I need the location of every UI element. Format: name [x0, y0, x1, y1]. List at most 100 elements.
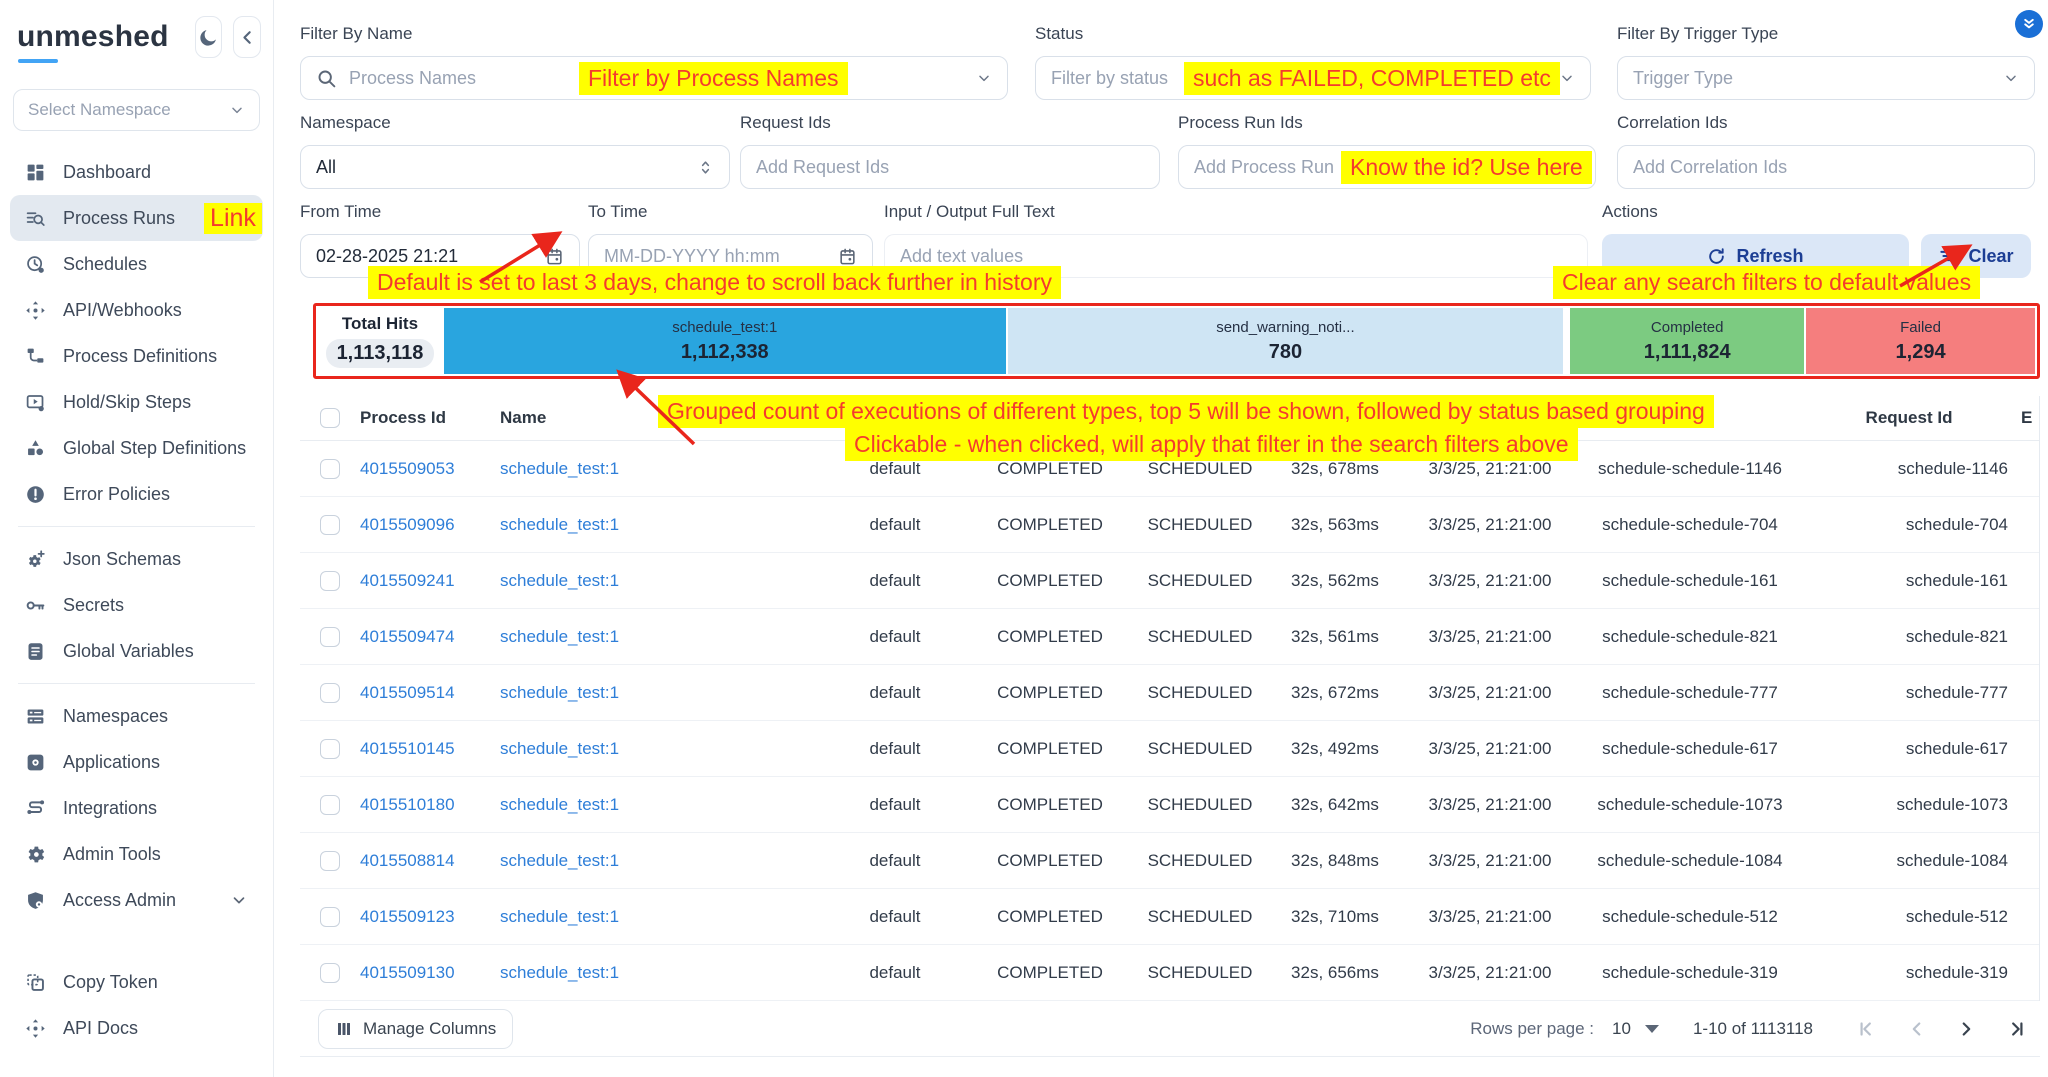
cell-trigger-type: SCHEDULED: [1147, 906, 1253, 926]
last-page-button[interactable]: [2004, 1018, 2026, 1040]
sidebar-item-namespaces[interactable]: Namespaces: [10, 693, 263, 739]
sidebar-item-access-admin[interactable]: Access Admin: [10, 877, 263, 923]
process-name-link[interactable]: schedule_test:1: [500, 906, 620, 926]
process-id-link[interactable]: 4015509123: [360, 906, 455, 926]
row-checkbox[interactable]: [320, 850, 340, 871]
process-name-link[interactable]: schedule_test:1: [500, 794, 620, 814]
column-header-name[interactable]: Name: [500, 408, 547, 427]
cell-namespace: default: [869, 682, 921, 702]
dashboard-icon: [25, 162, 46, 183]
sidebar-item-integrations[interactable]: Integrations: [10, 785, 263, 831]
process-id-link[interactable]: 4015510145: [360, 738, 455, 758]
calendar-icon: [838, 247, 857, 266]
cell-request-id: schedule-617: [1905, 738, 2008, 758]
cell-start-time: 3/3/25, 21:21:00: [1428, 794, 1552, 814]
stats-segment[interactable]: schedule_test:1 1,112,338: [443, 308, 1006, 374]
sidebar-item-process-definitions[interactable]: Process Definitions: [10, 333, 263, 379]
sidebar-item-secrets[interactable]: Secrets: [10, 582, 263, 628]
manage-columns-button[interactable]: Manage Columns: [318, 1008, 514, 1049]
cell-request-id: schedule-1073: [1896, 794, 2008, 814]
sidebar-item-global-variables[interactable]: Global Variables: [10, 628, 263, 674]
process-name-link[interactable]: schedule_test:1: [500, 738, 620, 758]
stats-segment[interactable]: send_warning_noti... 780: [1007, 308, 1564, 374]
process-run-ids-input[interactable]: Add Process Run Know the id? Use here: [1178, 145, 1596, 189]
annotation-status: such as FAILED, COMPLETED etc: [1184, 62, 1560, 95]
correlation-ids-input[interactable]: Add Correlation Ids: [1617, 145, 2035, 189]
process-id-link[interactable]: 4015508814: [360, 850, 455, 870]
column-header-request-id[interactable]: Request Id: [1865, 408, 1953, 427]
sidebar-item-applications[interactable]: Applications: [10, 739, 263, 785]
process-id-link[interactable]: 4015510180: [360, 794, 455, 814]
trigger-type-input[interactable]: Trigger Type: [1617, 56, 2035, 100]
cell-start-time: 3/3/25, 21:21:00: [1428, 458, 1552, 478]
cell-status: COMPLETED: [997, 794, 1103, 814]
first-page-button[interactable]: [1857, 1018, 1879, 1040]
row-checkbox[interactable]: [320, 906, 340, 927]
correlation-ids-placeholder: Add Correlation Ids: [1633, 156, 1788, 177]
process-name-link[interactable]: schedule_test:1: [500, 626, 620, 646]
row-checkbox[interactable]: [320, 962, 340, 983]
process-id-link[interactable]: 4015509474: [360, 626, 455, 646]
process-name-link[interactable]: schedule_test:1: [500, 850, 620, 870]
theme-toggle-button[interactable]: [194, 16, 223, 58]
sidebar-item-copy-token[interactable]: Copy Token: [10, 959, 263, 1005]
correlation-ids-label: Correlation Ids: [1617, 113, 1728, 132]
next-page-button[interactable]: [1955, 1018, 1977, 1040]
cell-status: COMPLETED: [997, 962, 1103, 982]
row-checkbox[interactable]: [320, 626, 340, 647]
status-input[interactable]: Filter by status such as FAILED, COMPLET…: [1035, 56, 1591, 100]
process-name-link[interactable]: schedule_test:1: [500, 962, 620, 982]
sidebar-item-api-docs[interactable]: API Docs: [10, 1005, 263, 1051]
cell-duration: 32s, 561ms: [1291, 626, 1379, 646]
sidebar-item-process-runs[interactable]: Process Runs Link: [10, 195, 263, 241]
cell-start-time: 3/3/25, 21:21:00: [1428, 626, 1552, 646]
stats-bar-annotation-outline: Total Hits 1,113,118 schedule_test:1 1,1…: [313, 303, 2040, 379]
scroll-down-badge[interactable]: [2015, 10, 2043, 38]
sidebar-item-error-policies[interactable]: Error Policies: [10, 471, 263, 517]
process-name-link[interactable]: schedule_test:1: [500, 458, 620, 478]
row-checkbox[interactable]: [320, 738, 340, 759]
caret-down-icon[interactable]: [1644, 1024, 1659, 1033]
stats-segment[interactable]: Completed 1,111,824: [1570, 308, 1805, 374]
sidebar-item-label: API/Webhooks: [63, 299, 182, 320]
rows-per-page-label: Rows per page :: [1470, 1018, 1595, 1038]
process-id-link[interactable]: 4015509130: [360, 962, 455, 982]
sidebar-item-admin-tools[interactable]: Admin Tools: [10, 831, 263, 877]
select-all-checkbox[interactable]: [320, 408, 340, 428]
cell-namespace: default: [869, 906, 921, 926]
process-id-link[interactable]: 4015509514: [360, 682, 455, 702]
namespace-filter-select[interactable]: All: [300, 145, 730, 189]
sidebar-item-global-step-definitions[interactable]: Global Step Definitions: [10, 425, 263, 471]
cell-correlation-id: schedule-schedule-512: [1602, 906, 1778, 926]
annotation-filter-by-name: Filter by Process Names: [579, 62, 848, 95]
row-checkbox[interactable]: [320, 682, 340, 703]
cell-start-time: 3/3/25, 21:21:00: [1428, 570, 1552, 590]
sidebar-item-dashboard[interactable]: Dashboard: [10, 149, 263, 195]
request-ids-input[interactable]: Add Request Ids: [740, 145, 1160, 189]
sidebar-collapse-button[interactable]: [233, 16, 261, 58]
admin-tools-icon: [25, 844, 46, 865]
sidebar-item-hold-skip-steps[interactable]: Hold/Skip Steps: [10, 379, 263, 425]
sidebar-item-label: Process Runs: [63, 207, 176, 228]
stats-segment[interactable]: Failed 1,294: [1806, 308, 2035, 374]
filter-by-name-input[interactable]: Process Names Filter by Process Names: [300, 56, 1008, 100]
previous-page-button[interactable]: [1906, 1018, 1928, 1040]
process-name-link[interactable]: schedule_test:1: [500, 570, 620, 590]
process-id-link[interactable]: 4015509241: [360, 570, 455, 590]
row-checkbox[interactable]: [320, 570, 340, 591]
sidebar-item-schedules[interactable]: Schedules: [10, 241, 263, 287]
process-name-link[interactable]: schedule_test:1: [500, 514, 620, 534]
process-name-link[interactable]: schedule_test:1: [500, 682, 620, 702]
process-id-link[interactable]: 4015509053: [360, 458, 455, 478]
row-checkbox[interactable]: [320, 794, 340, 815]
column-header-extra[interactable]: E: [2021, 408, 2033, 427]
row-checkbox[interactable]: [320, 514, 340, 535]
rows-per-page-value[interactable]: 10: [1612, 1018, 1631, 1038]
row-checkbox[interactable]: [320, 458, 340, 479]
sidebar-item-api-webhooks[interactable]: API/Webhooks: [10, 287, 263, 333]
column-header-process-id[interactable]: Process Id: [360, 408, 446, 427]
api-webhooks-icon: [25, 300, 46, 321]
namespace-select[interactable]: Select Namespace: [13, 89, 260, 131]
process-id-link[interactable]: 4015509096: [360, 514, 455, 534]
sidebar-item-json-schemas[interactable]: Json Schemas: [10, 536, 263, 582]
